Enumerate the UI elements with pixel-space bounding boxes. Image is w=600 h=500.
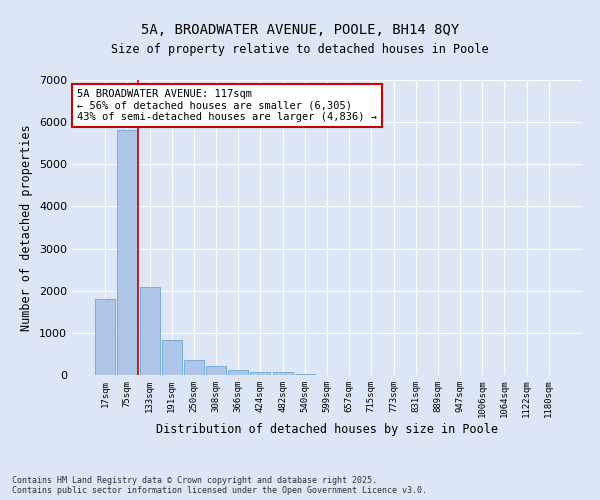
Bar: [184, 360, 204, 375]
Bar: [95, 299, 115, 375]
X-axis label: Distribution of detached houses by size in Poole: Distribution of detached houses by size …: [156, 423, 498, 436]
Text: 5A, BROADWATER AVENUE, POOLE, BH14 8QY: 5A, BROADWATER AVENUE, POOLE, BH14 8QY: [141, 22, 459, 36]
Y-axis label: Number of detached properties: Number of detached properties: [20, 124, 34, 331]
Bar: [140, 288, 160, 375]
Bar: [206, 366, 226, 375]
Bar: [228, 370, 248, 375]
Bar: [272, 372, 293, 375]
Bar: [118, 130, 137, 375]
Bar: [162, 340, 182, 375]
Bar: [295, 374, 315, 375]
Text: Contains HM Land Registry data © Crown copyright and database right 2025.
Contai: Contains HM Land Registry data © Crown c…: [12, 476, 427, 495]
Text: 5A BROADWATER AVENUE: 117sqm
← 56% of detached houses are smaller (6,305)
43% of: 5A BROADWATER AVENUE: 117sqm ← 56% of de…: [77, 89, 377, 122]
Text: Size of property relative to detached houses in Poole: Size of property relative to detached ho…: [111, 42, 489, 56]
Bar: [250, 372, 271, 375]
